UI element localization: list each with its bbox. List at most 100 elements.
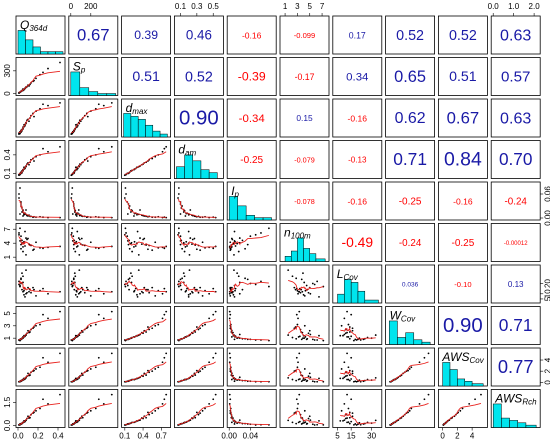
point [22,275,24,278]
point [179,284,182,287]
panel [385,98,436,138]
point [459,409,462,412]
x-tick-label: 0 [440,432,445,441]
point [21,272,23,275]
point [311,338,314,341]
point [237,250,240,253]
panel [385,57,436,96]
point [76,245,79,247]
point [309,419,312,421]
correlation-label: -0.24 [399,238,422,249]
point [346,393,348,396]
point [229,313,232,316]
point [236,337,239,340]
point [212,398,215,401]
panel [173,264,224,304]
panel [490,57,541,96]
point [201,241,204,244]
point [151,286,154,289]
point [316,280,319,283]
point [35,409,37,412]
point [78,269,81,271]
point [234,240,236,243]
point [27,286,29,289]
hist-bar [152,130,161,138]
hist-bar [32,46,41,55]
point [303,379,306,381]
point [306,379,309,382]
point [208,402,211,405]
x-tick-label: 0.0 [12,432,24,441]
point [322,423,325,426]
point [322,339,325,342]
point [151,412,154,415]
panel [173,347,224,387]
correlation-label: 0.71 [499,315,533,335]
hist-bar [145,124,154,138]
panel [68,264,119,304]
point [73,272,76,275]
hist-bar [337,293,345,304]
correlation-label: -0.079 [294,155,315,164]
point [234,245,237,247]
panel [173,57,224,96]
point [228,292,231,295]
correlation-label: -0.49 [342,234,374,250]
y-tick-label: 2 [543,368,550,373]
variable-name: d [178,143,185,157]
point [165,145,168,148]
point [154,368,157,370]
point [355,339,358,341]
panel [68,15,119,55]
point [136,295,139,298]
point [35,77,37,80]
point [94,323,97,326]
point [199,370,202,373]
point [125,232,127,234]
point [204,323,206,326]
point [157,323,160,326]
point [97,398,100,401]
variable-label: WCov [390,309,417,324]
point [268,227,270,230]
point [42,287,44,290]
point [94,407,97,410]
y-tick-label: 1 [3,335,12,340]
point [157,407,160,410]
panel [385,223,436,262]
point [238,376,241,379]
smoother [18,318,61,341]
variable-subscript: Cov [401,315,416,324]
point [24,245,26,247]
variable-label: dmax [126,101,149,116]
point [35,324,37,327]
point [228,402,231,405]
point [474,398,476,401]
point [102,402,105,405]
panel [279,15,330,55]
point [309,376,312,379]
point [110,101,113,104]
panel [226,347,277,387]
point [305,284,308,287]
point [212,287,215,290]
panel [279,389,330,428]
y-tick-label: 5 [543,296,550,301]
hist-bar [517,422,527,428]
point [22,246,24,248]
y-tick-label: 3 [3,323,12,328]
point [86,160,89,162]
point [318,377,320,380]
x-tick-label: 2.0 [529,2,541,11]
point [78,253,81,256]
point [304,289,307,292]
panel [437,15,488,55]
point [184,215,187,217]
point [71,213,74,215]
variable-subscript: Cov [343,273,358,282]
point [110,352,113,355]
correlation-label: -0.24 [504,197,527,208]
panel [490,140,541,179]
point [143,286,146,289]
